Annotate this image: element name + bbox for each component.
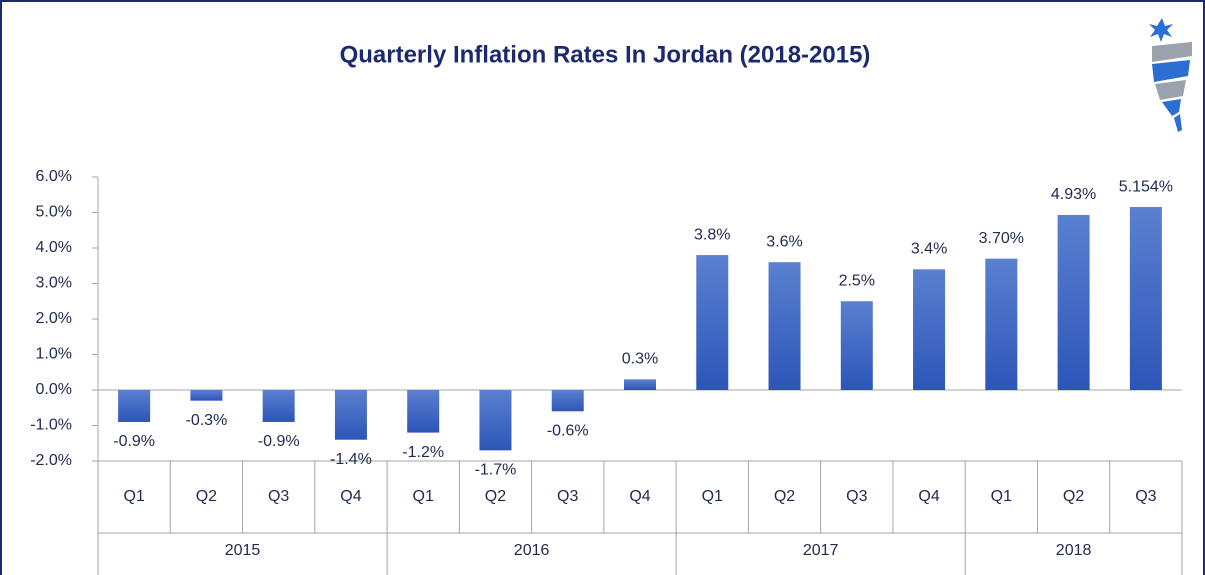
data-label: 3.70% [979, 230, 1024, 247]
data-label: -1.2% [402, 444, 444, 461]
y-tick-label: 4.0% [36, 239, 72, 256]
data-label: 2.5% [839, 272, 875, 289]
bar [696, 255, 729, 390]
bar [190, 390, 223, 401]
x-tick-label: Q1 [991, 488, 1012, 505]
x-tick-label: Q4 [918, 488, 939, 505]
group-label: 2017 [803, 542, 839, 559]
data-label: 3.4% [911, 241, 947, 258]
data-label: -1.4% [330, 451, 372, 468]
bar [1057, 214, 1090, 390]
bar [262, 390, 295, 422]
bar [118, 390, 151, 422]
bar [407, 390, 440, 433]
x-tick-label: Q4 [340, 488, 361, 505]
group-label: 2016 [514, 542, 550, 559]
data-label: -0.6% [547, 423, 589, 440]
bar [768, 262, 801, 390]
y-tick-label: 2.0% [36, 310, 72, 327]
y-tick-label: 5.0% [36, 204, 72, 221]
x-tick-label: Q2 [485, 488, 506, 505]
data-label: 5.154% [1119, 178, 1173, 195]
bar [624, 379, 656, 390]
bar [1129, 207, 1162, 390]
bar [479, 390, 512, 451]
x-tick-label: Q3 [1135, 488, 1156, 505]
data-label: 3.8% [694, 226, 730, 243]
x-tick-label: Q2 [196, 488, 217, 505]
chart-title: Quarterly Inflation Rates In Jordan (201… [340, 41, 871, 68]
bar [913, 269, 946, 390]
data-label: 3.6% [766, 233, 802, 250]
x-tick-label: Q2 [774, 488, 795, 505]
data-label: -1.7% [475, 462, 517, 479]
data-label: -0.3% [186, 412, 228, 429]
y-tick-label: -1.0% [30, 417, 72, 434]
x-tick-label: Q1 [123, 488, 144, 505]
logo [1149, 18, 1192, 132]
x-tick-label: Q1 [413, 488, 434, 505]
x-tick-label: Q3 [557, 488, 578, 505]
bar [840, 301, 873, 390]
data-label: 4.93% [1051, 186, 1096, 203]
data-label: -0.9% [258, 433, 300, 450]
y-tick-label: 6.0% [36, 168, 72, 185]
bar [334, 390, 367, 440]
x-tick-label: Q3 [268, 488, 289, 505]
y-tick-label: 0.0% [36, 381, 72, 398]
y-tick-label: -2.0% [30, 452, 72, 469]
x-tick-label: Q3 [846, 488, 867, 505]
x-tick-label: Q1 [702, 488, 723, 505]
x-tick-label: Q2 [1063, 488, 1084, 505]
data-label: -0.9% [113, 433, 155, 450]
y-tick-label: 3.0% [36, 275, 72, 292]
y-tick-label: 1.0% [36, 346, 72, 363]
bar [985, 258, 1018, 390]
group-label: 2015 [225, 542, 261, 559]
data-label: 0.3% [622, 351, 658, 368]
x-tick-label: Q4 [629, 488, 650, 505]
group-label: 2018 [1056, 542, 1092, 559]
bar [551, 390, 584, 412]
